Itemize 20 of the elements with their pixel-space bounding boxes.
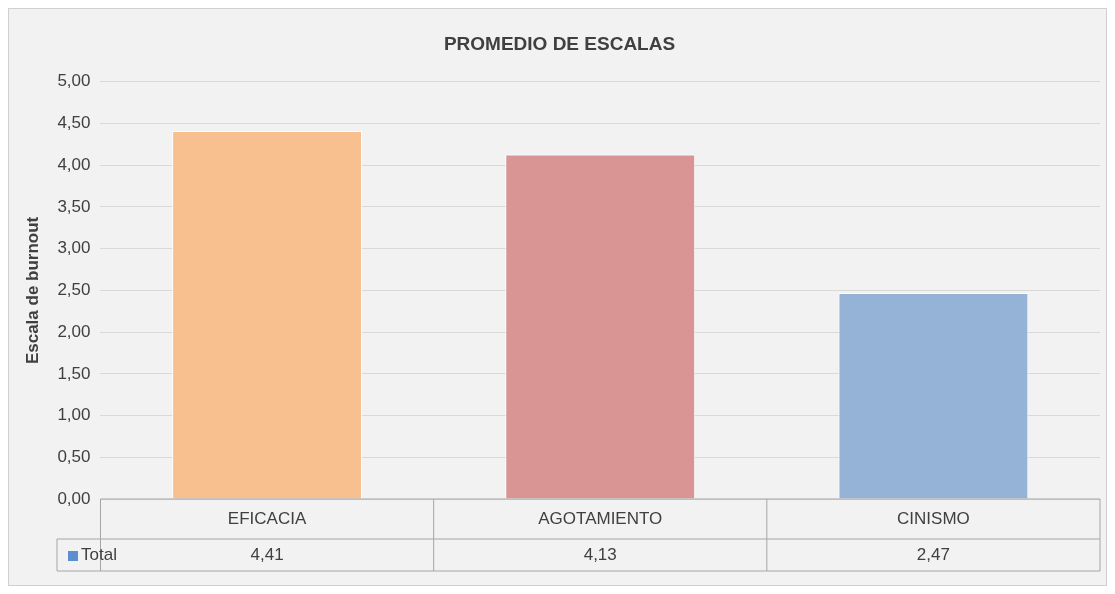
y-tick-label: 3,50 [57, 196, 91, 216]
y-axis-title: Escala de burnout [22, 216, 42, 365]
data-label: 4,41 [250, 544, 284, 564]
y-tick-label: 4,50 [57, 113, 91, 133]
y-tick-label: 1,50 [57, 363, 91, 383]
data-label: 2,47 [916, 544, 950, 564]
y-tick-label: 1,00 [57, 405, 91, 425]
x-tick-label: AGOTAMIENTO [538, 508, 663, 528]
chart-title: PROMEDIO DE ESCALAS [443, 32, 676, 54]
y-tick-label: 2,50 [57, 280, 91, 300]
y-tick-label: 0,00 [57, 488, 91, 508]
text: Total [81, 544, 117, 564]
y-tick-label: 5,00 [57, 71, 91, 91]
y-tick-label: 0,50 [57, 446, 91, 466]
y-tick-label: 3,00 [57, 238, 91, 258]
y-tick-label: 2,00 [57, 321, 91, 341]
y-tick-label: 4,00 [57, 154, 91, 174]
x-tick-label: EFICACIA [227, 508, 307, 528]
x-tick-label: CINISMO [897, 508, 970, 528]
data-label: 4,13 [583, 544, 617, 564]
